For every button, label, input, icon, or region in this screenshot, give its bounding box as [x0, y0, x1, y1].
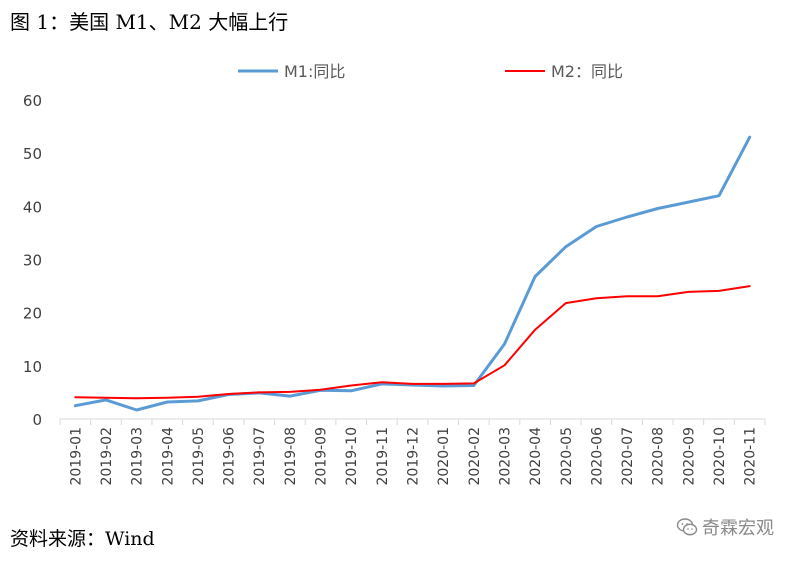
x-tick-label: 2019-09 [314, 427, 330, 486]
series-line-1 [73, 135, 752, 412]
x-tick-label: 2019-03 [130, 427, 146, 486]
y-tick-label: 30 [23, 252, 42, 270]
x-tick-label: 2019-05 [191, 427, 207, 486]
x-tick-label: 2019-02 [99, 427, 115, 486]
x-tick-label: 2019-08 [283, 427, 299, 486]
x-tick-label: 2019-12 [406, 427, 422, 486]
y-tick-label: 50 [23, 145, 42, 163]
y-axis-tick-labels: 0 10 20 30 40 50 60 [23, 92, 42, 429]
x-tick-label: 2020-10 [712, 427, 728, 486]
y-tick-label: 20 [23, 305, 42, 323]
y-tick-label: 10 [23, 358, 42, 376]
x-tick-label: 2020-07 [620, 427, 636, 486]
y-tick-label: 0 [32, 411, 42, 429]
x-tick-label: 2019-04 [160, 427, 176, 486]
x-tick-label: 2020-11 [743, 427, 759, 486]
wechat-icon [676, 518, 698, 536]
legend: M1:同比 M2：同比 [238, 62, 623, 81]
x-tick-label: 2019-10 [344, 427, 360, 486]
legend-label: M1:同比 [284, 62, 345, 81]
watermark-text: 奇霖宏观 [702, 518, 774, 539]
figure-title: 图 1：美国 M1、M2 大幅上行 [10, 10, 289, 34]
x-tick-label: 2020-08 [651, 427, 667, 486]
x-tick-label: 2019-07 [252, 427, 268, 486]
legend-label: M2：同比 [551, 62, 623, 81]
series-line-2 [74, 285, 751, 400]
x-tick-label: 2020-01 [436, 427, 452, 486]
x-tick-label: 2019-11 [375, 427, 391, 486]
source-note: 资料来源：Wind [10, 528, 155, 550]
x-tick-label: 2020-03 [497, 427, 513, 486]
y-tick-label: 60 [23, 92, 42, 110]
x-tick-label: 2019-06 [222, 427, 238, 486]
x-tick-label: 2020-02 [467, 427, 483, 486]
x-tick-label: 2020-06 [589, 427, 605, 486]
x-axis-ticks [59, 419, 766, 425]
series-lines [73, 135, 752, 412]
watermark: 奇霖宏观 [676, 514, 774, 540]
x-tick-label: 2019-01 [68, 427, 84, 486]
x-tick-label: 2020-04 [528, 427, 544, 486]
x-tick-label: 2020-05 [559, 427, 575, 486]
y-tick-label: 40 [23, 198, 42, 216]
x-axis-tick-labels: 2019-01 2019-02 2019-03 2019-04 2019-05 2019-… [68, 427, 758, 486]
x-tick-label: 2020-09 [681, 427, 697, 486]
